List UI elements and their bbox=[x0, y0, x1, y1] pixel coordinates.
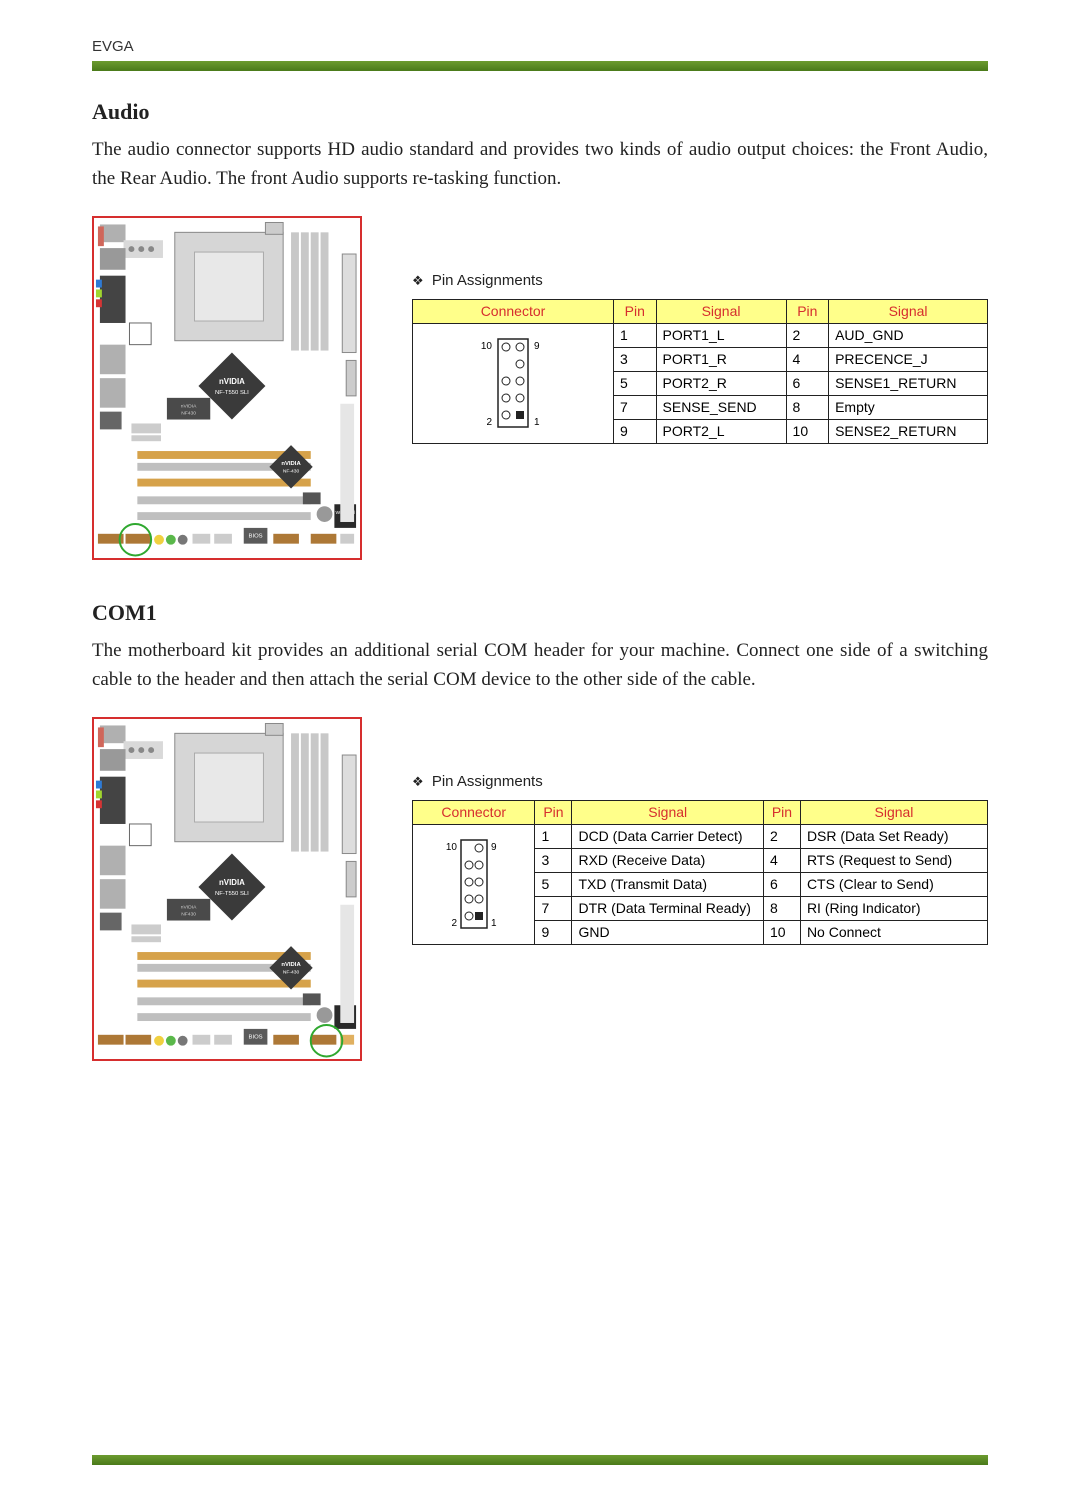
cell: GND bbox=[572, 920, 763, 944]
th-pin2: Pin bbox=[763, 800, 800, 824]
cell: 9 bbox=[613, 419, 656, 443]
cell: PORT2_R bbox=[656, 371, 786, 395]
cell: 7 bbox=[613, 395, 656, 419]
svg-text:BIOS: BIOS bbox=[249, 534, 263, 540]
cell: DCD (Data Carrier Detect) bbox=[572, 824, 763, 848]
svg-text:NF-T550 SLI: NF-T550 SLI bbox=[215, 390, 249, 396]
com1-pin-label: ❖ Pin Assignments bbox=[412, 773, 988, 790]
th-signal: Signal bbox=[572, 800, 763, 824]
cell: 4 bbox=[763, 848, 800, 872]
cell: RXD (Receive Data) bbox=[572, 848, 763, 872]
cell: AUD_GND bbox=[829, 323, 988, 347]
svg-text:2: 2 bbox=[451, 918, 457, 929]
cell: 7 bbox=[535, 896, 572, 920]
top-divider-bar bbox=[92, 61, 988, 71]
svg-text:NF430: NF430 bbox=[181, 410, 196, 416]
audio-paragraph: The audio connector supports HD audio st… bbox=[92, 135, 988, 194]
page-header: EVGA bbox=[92, 38, 988, 61]
cell: 5 bbox=[613, 371, 656, 395]
cell: 9 bbox=[535, 920, 572, 944]
cell: TXD (Transmit Data) bbox=[572, 872, 763, 896]
cell: 2 bbox=[786, 323, 829, 347]
svg-text:10: 10 bbox=[481, 341, 493, 352]
th-pin: Pin bbox=[613, 299, 656, 323]
cell: 1 bbox=[535, 824, 572, 848]
cell: No Connect bbox=[800, 920, 987, 944]
cell: 10 bbox=[763, 920, 800, 944]
th-signal2: Signal bbox=[800, 800, 987, 824]
cell: DSR (Data Set Ready) bbox=[800, 824, 987, 848]
cell: 6 bbox=[763, 872, 800, 896]
cell: PORT2_L bbox=[656, 419, 786, 443]
audio-title: Audio bbox=[92, 99, 988, 125]
svg-text:nVIDIA: nVIDIA bbox=[181, 904, 197, 910]
com1-pin-table: Connector Pin Signal Pin Signal 10 9 2 1 bbox=[412, 800, 988, 945]
th-pin2: Pin bbox=[786, 299, 829, 323]
diamond-icon: ❖ bbox=[412, 774, 424, 789]
bottom-divider-bar bbox=[92, 1455, 988, 1465]
cell: 1 bbox=[613, 323, 656, 347]
cell: PORT1_L bbox=[656, 323, 786, 347]
cell: DTR (Data Terminal Ready) bbox=[572, 896, 763, 920]
cell: 5 bbox=[535, 872, 572, 896]
com1-connector-diagram: 10 9 2 1 bbox=[413, 824, 535, 944]
cell: SENSE2_RETURN bbox=[829, 419, 988, 443]
th-signal2: Signal bbox=[829, 299, 988, 323]
th-connector: Connector bbox=[413, 299, 614, 323]
diamond-icon: ❖ bbox=[412, 273, 424, 288]
svg-text:BIOS: BIOS bbox=[249, 1034, 263, 1040]
svg-text:NF-T550 SLI: NF-T550 SLI bbox=[215, 891, 249, 897]
cell: 3 bbox=[613, 347, 656, 371]
svg-text:nVIDIA: nVIDIA bbox=[219, 377, 245, 386]
cell: CTS (Clear to Send) bbox=[800, 872, 987, 896]
cell: RI (Ring Indicator) bbox=[800, 896, 987, 920]
cell: 8 bbox=[786, 395, 829, 419]
cell: 2 bbox=[763, 824, 800, 848]
cell: 3 bbox=[535, 848, 572, 872]
svg-text:NF-430: NF-430 bbox=[283, 969, 300, 975]
svg-text:NF430: NF430 bbox=[181, 911, 196, 917]
svg-text:nVIDIA: nVIDIA bbox=[181, 404, 197, 410]
cell: 6 bbox=[786, 371, 829, 395]
com1-motherboard-diagram: nVIDIANF-T550 SLI nVIDIANF430 nVIDIANF-4… bbox=[92, 717, 362, 1061]
svg-text:10: 10 bbox=[446, 842, 458, 853]
svg-text:9: 9 bbox=[491, 842, 497, 853]
audio-pin-table: Connector Pin Signal Pin Signal 10 9 2 1 bbox=[412, 299, 988, 444]
cell: SENSE1_RETURN bbox=[829, 371, 988, 395]
cell: PORT1_R bbox=[656, 347, 786, 371]
cell: Empty bbox=[829, 395, 988, 419]
audio-pin-label: ❖ Pin Assignments bbox=[412, 272, 988, 289]
svg-text:9: 9 bbox=[534, 341, 540, 352]
cell: RTS (Request to Send) bbox=[800, 848, 987, 872]
com1-paragraph: The motherboard kit provides an addition… bbox=[92, 636, 988, 695]
audio-motherboard-diagram: nVIDIANF-T550 SLI nVIDIANF430 nVIDIANF-4… bbox=[92, 216, 362, 560]
cell: 8 bbox=[763, 896, 800, 920]
th-signal: Signal bbox=[656, 299, 786, 323]
svg-text:2: 2 bbox=[486, 417, 492, 428]
cell: PRECENCE_J bbox=[829, 347, 988, 371]
svg-text:1: 1 bbox=[491, 918, 497, 929]
svg-text:nVIDIA: nVIDIA bbox=[219, 878, 245, 887]
th-pin: Pin bbox=[535, 800, 572, 824]
com1-title: COM1 bbox=[92, 600, 988, 626]
th-connector: Connector bbox=[413, 800, 535, 824]
cell: 10 bbox=[786, 419, 829, 443]
cell: 4 bbox=[786, 347, 829, 371]
svg-text:1: 1 bbox=[534, 417, 540, 428]
svg-text:nVIDIA: nVIDIA bbox=[281, 461, 301, 467]
svg-text:NF-430: NF-430 bbox=[283, 469, 300, 475]
cell: SENSE_SEND bbox=[656, 395, 786, 419]
audio-connector-diagram: 10 9 2 1 bbox=[413, 323, 614, 443]
svg-text:nVIDIA: nVIDIA bbox=[281, 962, 301, 968]
